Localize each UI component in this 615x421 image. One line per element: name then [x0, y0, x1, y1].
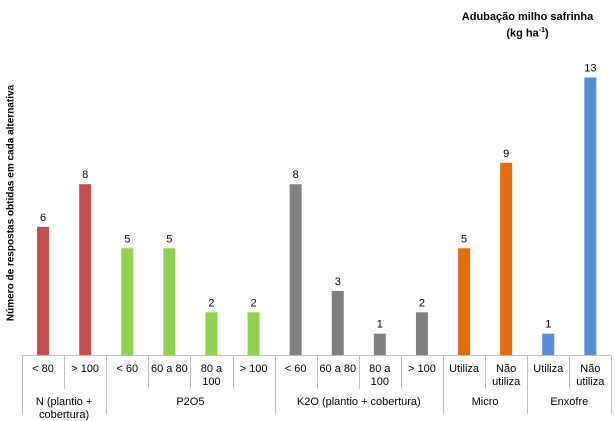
data-label-6: 8 [293, 169, 299, 181]
data-label-4: 2 [208, 297, 214, 309]
bar-13 [584, 77, 597, 355]
x-group-label-0-line0: N (plantio + [36, 396, 93, 408]
data-label-1: 8 [82, 169, 88, 181]
bar-4 [205, 312, 218, 355]
x-group-label-0-line1: cobertura) [39, 409, 89, 421]
x-tick-label-8-line0: 80 a [369, 363, 391, 375]
x-tick-label-11-line0: Não [496, 363, 516, 375]
bar-7 [331, 290, 344, 355]
x-tick-label-3: 60 a 80 [151, 363, 188, 375]
x-tick-label-10: Utiliza [449, 363, 480, 375]
bar-5 [247, 312, 260, 355]
x-tick-label-6: < 60 [285, 363, 307, 375]
x-tick-label-4-line0: 80 a [201, 363, 223, 375]
chart-title-unit-close: ) [544, 27, 549, 40]
data-label-0: 6 [40, 212, 46, 224]
x-group-label-3: Micro [472, 396, 499, 408]
x-tick-label-7: 60 a 80 [319, 363, 356, 375]
x-group-label-2: K2O (plantio + cobertura) [297, 396, 421, 408]
chart-title-line1: Adubação milho safrinha [461, 11, 594, 23]
bar-10 [458, 248, 471, 355]
data-label-11: 9 [503, 148, 509, 160]
x-tick-label-11-line1: utiliza [492, 376, 521, 388]
bar-3 [163, 248, 176, 355]
bar-6 [289, 184, 302, 355]
chart-title: Adubação milho safrinha (kg ha-1) [440, 10, 615, 41]
x-group-label-4: Enxofre [550, 396, 588, 408]
data-label-8: 1 [377, 319, 383, 331]
chart-title-unit: (kg ha [506, 27, 539, 40]
x-tick-label-13-line0: Não [580, 363, 600, 375]
x-tick-label-8-line1: 100 [371, 376, 389, 388]
x-tick-label-0: < 80 [32, 363, 54, 375]
bar-1 [79, 184, 92, 355]
x-tick-label-2: < 60 [116, 363, 138, 375]
bar-11 [500, 162, 513, 355]
data-label-13: 13 [584, 62, 596, 74]
x-tick-label-12: Utiliza [533, 363, 564, 375]
x-group-label-1: P2O5 [176, 396, 204, 408]
data-label-7: 3 [335, 276, 341, 288]
chart-title-unit-exponent: -1 [538, 27, 545, 34]
data-label-9: 2 [419, 297, 425, 309]
x-tick-label-13-line1: utiliza [576, 376, 605, 388]
data-label-12: 1 [545, 319, 551, 331]
x-tick-label-4-line1: 100 [202, 376, 220, 388]
bar-0 [37, 226, 50, 355]
data-label-2: 5 [124, 233, 130, 245]
x-tick-label-1: > 100 [71, 363, 99, 375]
chart-title-line2: (kg ha-1) [440, 24, 615, 41]
bar-8 [373, 333, 386, 355]
data-label-3: 5 [166, 233, 172, 245]
bar-2 [121, 248, 134, 355]
x-tick-label-5: > 100 [240, 363, 268, 375]
data-label-5: 2 [250, 297, 256, 309]
bar-9 [415, 312, 428, 355]
bar-12 [542, 333, 555, 355]
x-tick-label-9: > 100 [408, 363, 436, 375]
data-label-10: 5 [461, 233, 467, 245]
